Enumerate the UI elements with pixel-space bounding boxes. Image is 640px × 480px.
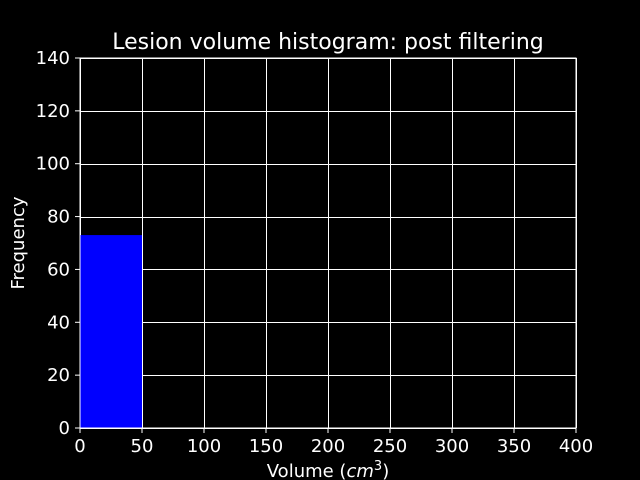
x-tick-label: 250 bbox=[373, 436, 407, 457]
x-tick-label: 350 bbox=[497, 436, 531, 457]
bars bbox=[80, 235, 142, 428]
y-tick-label: 80 bbox=[47, 207, 70, 228]
chart-title: Lesion volume histogram: post filtering bbox=[112, 30, 544, 55]
y-tick-label: 20 bbox=[47, 365, 70, 386]
y-tick-label: 0 bbox=[59, 418, 70, 439]
x-axis-label: Volume (cm3) bbox=[267, 459, 389, 480]
histogram-bar bbox=[80, 235, 142, 428]
x-tick-label: 100 bbox=[187, 436, 221, 457]
x-axis-ticks: 0 50 100 150 200 250 300 350 400 bbox=[74, 428, 593, 457]
x-tick-label: 300 bbox=[435, 436, 469, 457]
y-axis-ticks: 0 20 40 60 80 100 120 140 bbox=[36, 48, 80, 439]
y-tick-label: 100 bbox=[36, 154, 70, 175]
plot-frame bbox=[79, 57, 577, 429]
x-tick-label: 200 bbox=[311, 436, 345, 457]
x-tick-label: 150 bbox=[249, 436, 283, 457]
y-tick-label: 40 bbox=[47, 312, 70, 333]
x-tick-label: 0 bbox=[74, 436, 85, 457]
y-tick-label: 140 bbox=[36, 48, 70, 69]
x-tick-label: 400 bbox=[559, 436, 593, 457]
y-tick-label: 120 bbox=[36, 101, 70, 122]
y-axis-label: Frequency bbox=[8, 196, 29, 289]
y-tick-label: 60 bbox=[47, 259, 70, 280]
x-tick-label: 50 bbox=[131, 436, 154, 457]
grid-lines bbox=[80, 58, 577, 429]
